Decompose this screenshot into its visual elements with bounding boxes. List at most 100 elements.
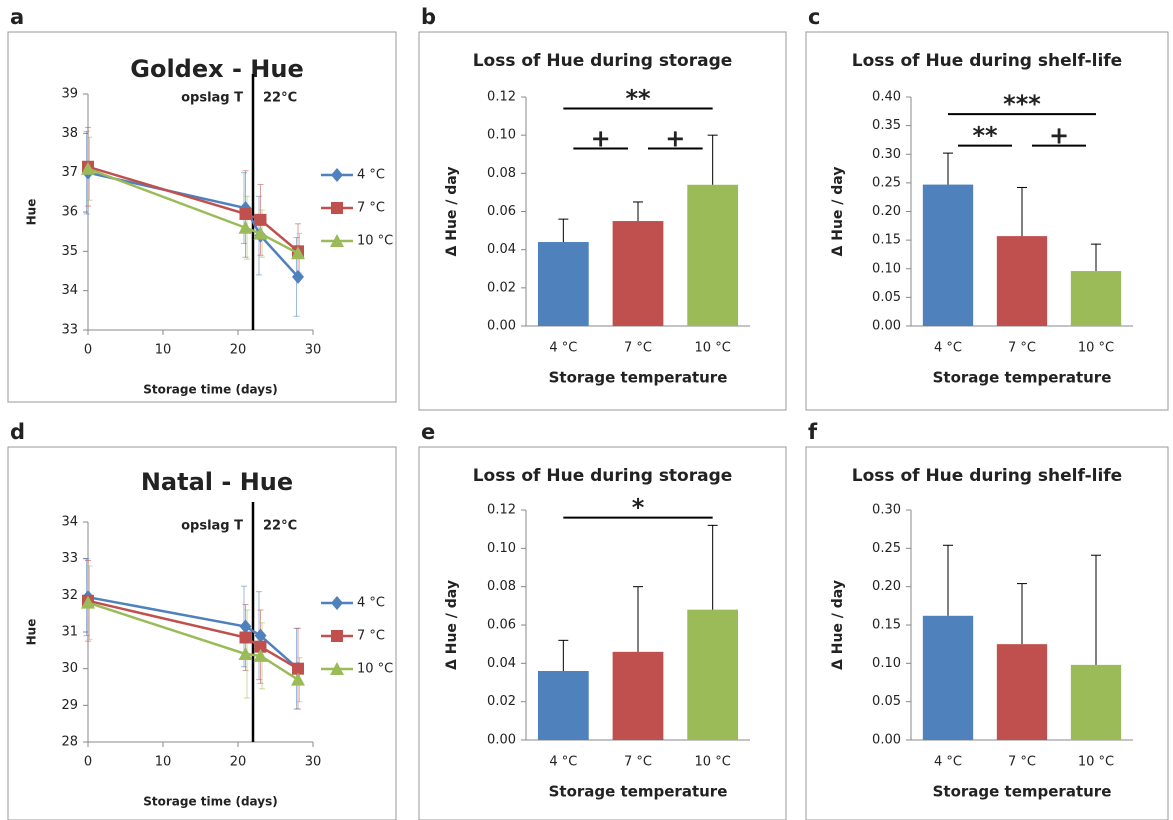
y-tick-label: 0.02: [487, 694, 516, 709]
x-tick-label: 30: [305, 343, 322, 358]
x-axis-label: Storage temperature: [933, 369, 1112, 387]
panel-label: a: [10, 5, 24, 29]
y-tick-label: 0.05: [872, 290, 901, 305]
y-tick-label: 28: [61, 735, 78, 750]
annotation: 22°C: [263, 519, 297, 534]
x-tick-label: 7 °C: [1008, 341, 1036, 356]
y-tick-label: 0.30: [872, 503, 901, 518]
x-tick-label: 10 °C: [695, 755, 731, 770]
x-tick-label: 10: [155, 343, 172, 358]
y-axis-label: Δ Hue / day: [830, 580, 846, 670]
y-tick-label: 33: [61, 551, 78, 566]
y-tick-label: 0.20: [872, 204, 901, 219]
chart-title: Natal - Hue: [141, 468, 293, 496]
legend-label: 10 °C: [357, 662, 393, 677]
legend-label: 10 °C: [357, 234, 393, 249]
series-line: [87, 599, 299, 670]
x-tick-label: 10 °C: [1078, 755, 1114, 770]
y-axis-label: Hue: [25, 199, 39, 226]
y-tick-label: 0.04: [487, 242, 516, 257]
y-tick-label: 0.06: [487, 618, 516, 633]
y-tick-label: 0.04: [487, 656, 516, 671]
marker: [331, 630, 343, 642]
y-tick-label: 0.20: [872, 579, 901, 594]
panel-frame: [7, 446, 397, 820]
marker: [239, 207, 252, 220]
y-tick-label: 0.40: [872, 90, 901, 105]
bar: [612, 651, 664, 740]
x-tick-label: 4 °C: [934, 755, 962, 770]
marker: [254, 640, 267, 653]
chart-title: Loss of Hue during storage: [473, 466, 733, 486]
y-tick-label: 0.10: [872, 261, 901, 276]
marker: [238, 647, 253, 660]
marker: [238, 220, 253, 234]
chart-title: Loss of Hue during storage: [473, 51, 733, 71]
x-tick-label: 10 °C: [695, 341, 731, 356]
significance-label: +: [1049, 122, 1069, 150]
y-tick-label: 0.25: [872, 175, 901, 190]
panel-label: c: [808, 5, 820, 29]
x-axis-label: Storage temperature: [549, 783, 728, 801]
bar: [612, 221, 664, 326]
y-tick-label: 0.15: [872, 233, 901, 248]
y-tick-label: 0.08: [487, 166, 516, 181]
panel-label: e: [421, 420, 435, 444]
bar: [687, 184, 739, 326]
significance-label: +: [665, 125, 685, 153]
x-tick-label: 0: [84, 755, 92, 770]
y-tick-label: 30: [61, 661, 78, 676]
x-axis-label: Storage time (days): [143, 795, 277, 809]
series-line: [87, 165, 299, 253]
panel-label: d: [10, 420, 25, 444]
y-tick-label: 37: [61, 165, 78, 180]
y-tick-label: 39: [61, 87, 78, 102]
marker: [331, 202, 343, 214]
panel-frame: [418, 446, 787, 820]
y-tick-label: 0.25: [872, 541, 901, 556]
series-line: [87, 595, 299, 670]
annotation: 22°C: [263, 91, 297, 106]
marker: [239, 619, 252, 634]
bar: [996, 236, 1048, 326]
y-tick-label: 0.02: [487, 280, 516, 295]
annotation: opslag T: [181, 519, 243, 534]
x-tick-label: 10: [155, 755, 172, 770]
y-tick-label: 31: [61, 625, 78, 640]
x-tick-label: 7 °C: [624, 755, 652, 770]
bar: [1070, 271, 1122, 326]
y-tick-label: 0.30: [872, 147, 901, 162]
bar: [922, 615, 974, 740]
y-tick-label: 0.10: [487, 541, 516, 556]
marker: [331, 168, 343, 182]
marker: [291, 246, 305, 260]
series-line: [87, 601, 299, 681]
marker: [254, 628, 267, 643]
bar: [537, 671, 589, 740]
marker: [331, 596, 343, 610]
chart-title: Goldex - Hue: [130, 55, 303, 83]
legend-label: 7 °C: [357, 629, 385, 644]
legend-label: 4 °C: [357, 596, 385, 611]
annotation: opslag T: [181, 91, 243, 106]
y-axis-label: Δ Hue / day: [444, 167, 460, 257]
y-tick-label: 0.12: [487, 503, 516, 518]
panel-label: b: [421, 5, 436, 29]
legend-label: 4 °C: [357, 168, 385, 183]
panel-frame: [7, 31, 397, 403]
marker: [291, 672, 305, 686]
marker: [292, 269, 304, 284]
y-tick-label: 32: [61, 588, 78, 603]
legend-label: 7 °C: [357, 201, 385, 216]
marker: [330, 662, 344, 675]
y-tick-label: 34: [61, 515, 78, 530]
y-tick-label: 0.00: [872, 319, 901, 334]
bar: [922, 184, 974, 326]
marker: [253, 648, 268, 662]
significance-label: ***: [1003, 90, 1041, 118]
panel-frame: [805, 446, 1169, 820]
bar: [1070, 664, 1122, 740]
x-axis-label: Storage temperature: [933, 783, 1112, 801]
bar: [537, 242, 589, 326]
